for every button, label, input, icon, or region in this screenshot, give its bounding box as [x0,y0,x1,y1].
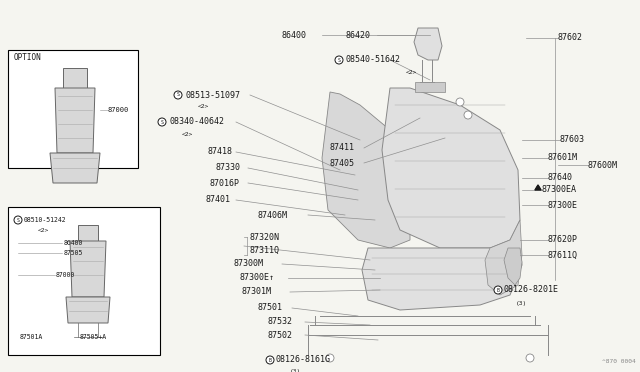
Polygon shape [63,68,87,88]
Text: 87501A: 87501A [20,334,44,340]
Text: S: S [17,218,19,222]
Text: 87601M: 87601M [548,154,578,163]
Polygon shape [504,248,522,285]
Polygon shape [70,241,106,297]
Text: 87300EA: 87300EA [542,186,577,195]
Polygon shape [414,28,442,60]
Text: 86420: 86420 [345,31,370,39]
Text: OPTION: OPTION [14,54,42,62]
Text: ^870 0004: ^870 0004 [602,359,636,364]
Polygon shape [382,88,520,248]
Circle shape [174,91,182,99]
Text: <2>: <2> [198,105,209,109]
Text: 87502: 87502 [268,330,293,340]
Text: B: B [269,357,271,362]
Text: 87301M: 87301M [242,288,272,296]
Text: 87000: 87000 [108,107,129,113]
Text: 87603: 87603 [560,135,585,144]
Text: 87330: 87330 [216,164,241,173]
Text: 87611Q: 87611Q [548,250,578,260]
Circle shape [14,216,22,224]
Circle shape [526,354,534,362]
Text: 87505: 87505 [64,250,83,256]
Text: 87501: 87501 [258,304,283,312]
Circle shape [464,111,472,119]
Text: S: S [337,58,340,62]
Text: <2>: <2> [406,71,417,76]
Text: 08340-40642: 08340-40642 [169,118,224,126]
Text: 87000: 87000 [56,272,76,278]
Text: (3): (3) [290,369,301,372]
Text: 08513-51097: 08513-51097 [185,90,240,99]
Text: 08540-51642: 08540-51642 [346,55,401,64]
Text: 87320N: 87320N [250,232,280,241]
Polygon shape [362,248,522,310]
Text: 87300E↑: 87300E↑ [240,273,275,282]
Text: 08510-51242: 08510-51242 [24,217,67,223]
Polygon shape [535,185,541,190]
Polygon shape [415,82,445,92]
Bar [8,50,138,168]
Text: S: S [161,119,163,125]
Text: 08126-8201E: 08126-8201E [504,285,559,295]
Text: 87505+A: 87505+A [80,334,107,340]
Circle shape [266,356,274,364]
Text: 87532: 87532 [268,317,293,327]
Text: S: S [177,93,179,97]
Text: 87418: 87418 [208,148,233,157]
Circle shape [335,56,343,64]
Text: 87401: 87401 [206,196,231,205]
Polygon shape [78,225,98,241]
Text: 87620P: 87620P [548,235,578,244]
Text: 87300E: 87300E [548,201,578,209]
Polygon shape [485,220,522,295]
Text: 87406M: 87406M [258,211,288,219]
Text: B: B [497,288,499,292]
Text: 86400: 86400 [282,31,307,39]
Circle shape [158,118,166,126]
Polygon shape [66,297,110,323]
Text: (3): (3) [516,301,527,305]
Text: <2>: <2> [38,228,49,232]
Polygon shape [50,153,100,183]
Circle shape [326,354,334,362]
Polygon shape [55,88,95,153]
Polygon shape [322,92,410,248]
Bar [8,207,160,355]
Text: 87602: 87602 [558,33,583,42]
Text: 87300M: 87300M [234,260,264,269]
Circle shape [456,98,464,106]
Text: 87640: 87640 [548,173,573,183]
Circle shape [494,286,502,294]
Text: 87311Q: 87311Q [250,246,280,254]
Text: 87600M: 87600M [588,160,618,170]
Text: 87411: 87411 [330,144,355,153]
Text: 87016P: 87016P [210,179,240,187]
Text: 08126-8161G: 08126-8161G [276,356,331,365]
Text: 87405: 87405 [330,158,355,167]
Text: <2>: <2> [182,131,193,137]
Text: 86400: 86400 [64,240,83,246]
